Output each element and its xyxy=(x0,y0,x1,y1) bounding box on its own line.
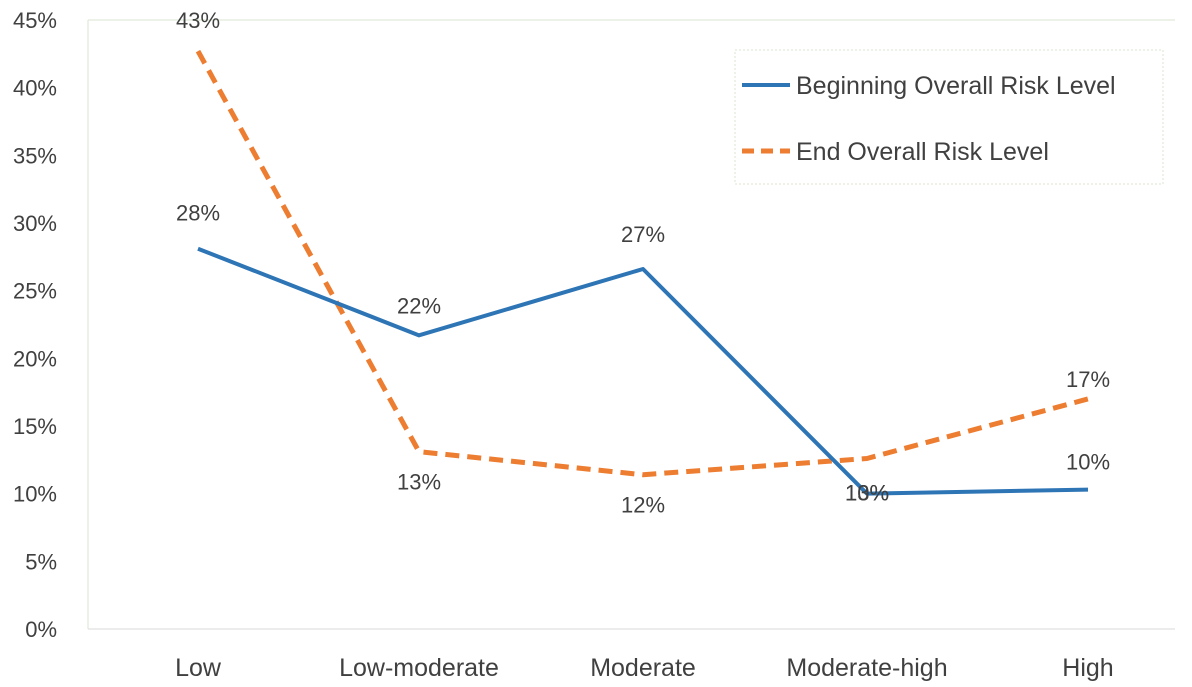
series-layer xyxy=(198,51,1088,494)
legend: Beginning Overall Risk Level End Overall… xyxy=(735,50,1163,184)
series-line-beginning xyxy=(198,249,1088,494)
x-tick-label: Low-moderate xyxy=(339,654,499,682)
x-tick-label: Moderate xyxy=(590,654,696,682)
y-tick-label: 5% xyxy=(25,549,57,574)
legend-label-beginning: Beginning Overall Risk Level xyxy=(796,72,1116,100)
y-tick-label: 30% xyxy=(13,211,57,236)
axis-layer: 0% 5% 10% 15% 20% 25% 30% 35% 40% 45% Low Low-moder… xyxy=(13,8,1175,682)
y-tick-label: 15% xyxy=(13,414,57,439)
series-line-end xyxy=(198,51,1088,475)
y-tick-label: 35% xyxy=(13,143,57,168)
y-tick-label: 0% xyxy=(25,617,57,642)
x-tick-label: Moderate-high xyxy=(786,654,947,682)
data-label: 43% xyxy=(176,8,220,33)
data-label: 28% xyxy=(176,201,220,226)
y-tick-label: 25% xyxy=(13,279,57,304)
y-tick-label: 45% xyxy=(13,8,57,33)
data-label: 22% xyxy=(397,293,441,318)
data-label: 17% xyxy=(1066,367,1110,392)
x-tick-label: Low xyxy=(175,654,222,682)
legend-label-end: End Overall Risk Level xyxy=(796,138,1049,166)
y-tick-label: 40% xyxy=(13,76,57,101)
data-label: 13% xyxy=(397,470,441,495)
data-label: 10% xyxy=(1066,450,1110,475)
y-tick-label: 20% xyxy=(13,346,57,371)
y-tick-label: 10% xyxy=(13,482,57,507)
data-label: 13% xyxy=(845,480,889,505)
x-tick-label: High xyxy=(1062,654,1113,682)
data-label: 12% xyxy=(621,493,665,518)
data-label: 27% xyxy=(621,222,665,247)
